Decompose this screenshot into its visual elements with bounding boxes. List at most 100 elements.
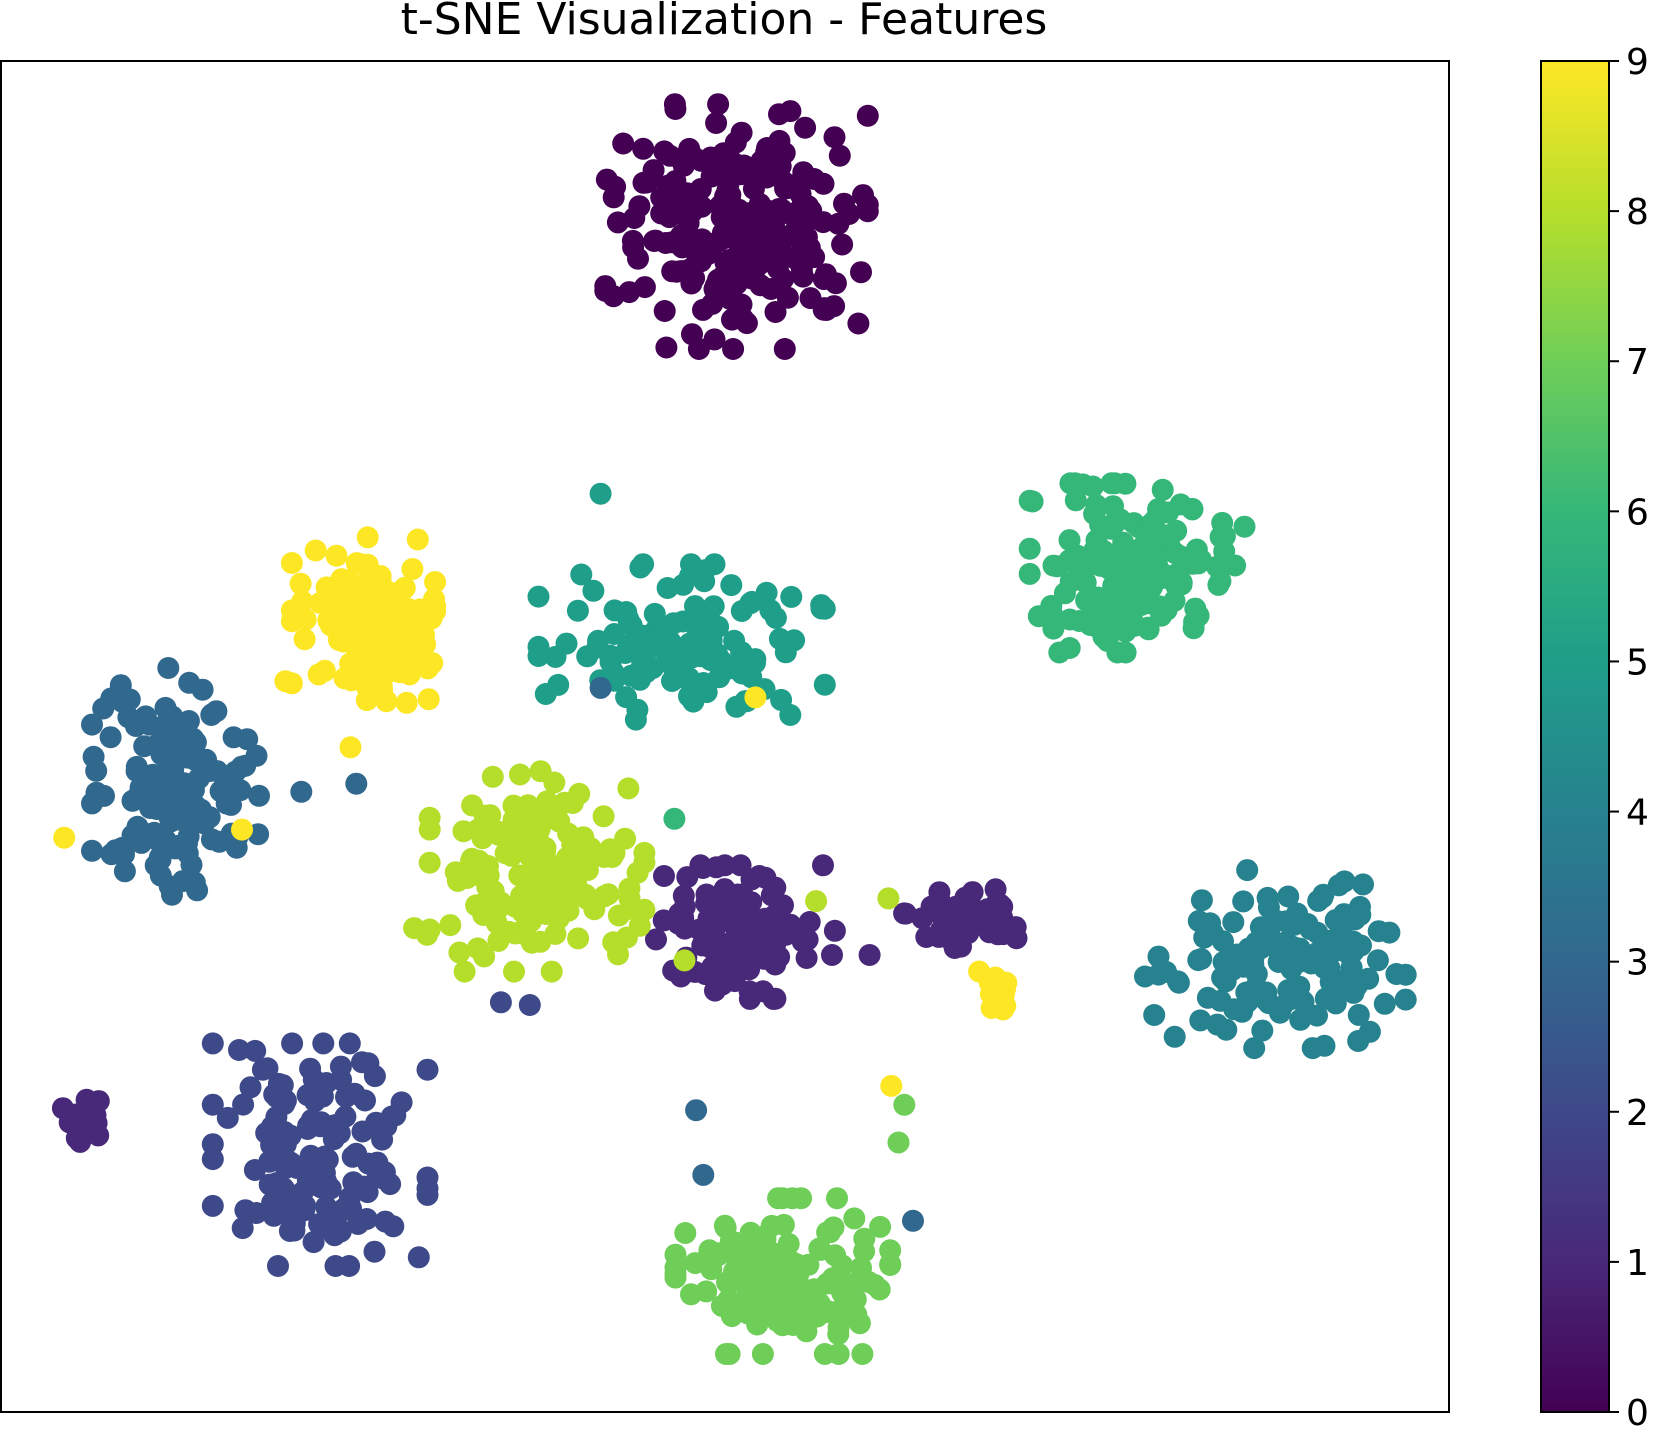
scatter-point-class-5 bbox=[629, 556, 652, 579]
scatter-point-class-2 bbox=[351, 1051, 373, 1074]
scatter-point-class-0 bbox=[655, 336, 678, 359]
colorbar bbox=[1540, 60, 1610, 1413]
scatter-point-class-2 bbox=[416, 1058, 439, 1081]
scatter-point-class-2 bbox=[201, 1194, 224, 1217]
scatter-point-class-9 bbox=[356, 526, 379, 549]
scatter-point-class-0 bbox=[763, 244, 786, 267]
scatter-point-class-5 bbox=[527, 585, 550, 608]
scatter-point-class-5 bbox=[576, 645, 599, 668]
scatter-point-class-8 bbox=[465, 894, 488, 917]
scatter-point-class-9 bbox=[280, 552, 303, 574]
scatter-point-class-3 bbox=[92, 697, 115, 720]
scatter-point-class-0 bbox=[794, 116, 817, 139]
scatter-point-class-2 bbox=[363, 1240, 386, 1263]
scatter-point-class-4 bbox=[1147, 945, 1170, 968]
scatter-point-class-9 bbox=[336, 624, 359, 647]
scatter-point-class-4 bbox=[1349, 903, 1372, 926]
scatter-point-class-0 bbox=[764, 301, 787, 323]
scatter-point-class-0 bbox=[856, 200, 879, 223]
scatter-point-class-3 bbox=[290, 780, 313, 803]
scatter-point-class-0 bbox=[772, 171, 795, 194]
scatter-point-class-5 bbox=[708, 666, 731, 689]
scatter-point-class-3 bbox=[157, 657, 180, 679]
scatter-point-class-1 bbox=[746, 920, 768, 943]
scatter-point-class-5 bbox=[720, 574, 743, 597]
scatter-point-class-0 bbox=[734, 252, 757, 274]
scatter-point-class-7 bbox=[802, 1280, 824, 1303]
scatter-point-class-3 bbox=[161, 883, 183, 906]
scatter-point-class-0 bbox=[856, 104, 879, 127]
scatter-point-class-8 bbox=[446, 869, 469, 892]
scatter-point-class-8 bbox=[461, 794, 484, 817]
colorbar-tick-label: 5 bbox=[1626, 642, 1649, 683]
scatter-point-class-0 bbox=[692, 298, 714, 321]
scatter-point-class-7 bbox=[757, 1251, 780, 1273]
scatter-point-class-9 bbox=[337, 569, 360, 592]
scatter-point-class-7 bbox=[707, 1242, 730, 1265]
scatter-point-class-6 bbox=[1111, 577, 1134, 600]
scatter-point-class-7 bbox=[747, 1308, 770, 1331]
scatter-point-class-6 bbox=[1018, 537, 1041, 560]
scatter-point-class-7 bbox=[887, 1131, 910, 1154]
scatter-point-class-2 bbox=[267, 1255, 289, 1277]
scatter-points bbox=[51, 93, 1417, 1365]
scatter-point-class-3 bbox=[162, 804, 185, 827]
scatter-point-class-0 bbox=[735, 312, 758, 335]
scatter-point-class-2 bbox=[201, 1032, 224, 1055]
scatter-point-class-4 bbox=[1306, 1004, 1328, 1027]
scatter-point-class-4 bbox=[1256, 886, 1279, 909]
scatter-point-class-1 bbox=[734, 952, 757, 975]
scatter-point-class-8 bbox=[416, 923, 439, 946]
scatter-point-class-9 bbox=[293, 628, 316, 651]
scatter-point-class-2 bbox=[338, 1032, 361, 1055]
scatter-point-class-0 bbox=[790, 254, 812, 277]
scatter-point-class-3 bbox=[209, 780, 232, 803]
scatter-point-class-8 bbox=[537, 797, 560, 820]
scatter-point-class-6 bbox=[1058, 637, 1081, 659]
scatter-point-class-1 bbox=[774, 923, 797, 946]
scatter-point-class-4 bbox=[1212, 930, 1234, 953]
scatter-point-class-9 bbox=[424, 571, 447, 593]
scatter-point-class-5 bbox=[699, 649, 722, 672]
scatter-point-class-8 bbox=[617, 777, 640, 800]
scatter-point-class-6 bbox=[1184, 597, 1207, 620]
scatter-point-class-7 bbox=[893, 1093, 916, 1116]
scatter-point-class-0 bbox=[705, 112, 728, 134]
colorbar-tick-label: 8 bbox=[1626, 192, 1649, 233]
scatter-point-class-0 bbox=[722, 338, 745, 360]
scatter-point-class-1 bbox=[821, 944, 843, 966]
scatter-point-class-2 bbox=[243, 1159, 266, 1181]
scatter-point-class-8 bbox=[592, 805, 615, 828]
scatter-point-class-0 bbox=[774, 225, 797, 248]
scatter-point-class-0 bbox=[730, 293, 753, 316]
scatter-point-class-0 bbox=[681, 323, 703, 346]
scatter-point-class-3 bbox=[156, 711, 178, 734]
scatter-point-class-7 bbox=[786, 1255, 808, 1278]
scatter-point-class-1 bbox=[653, 865, 675, 887]
scatter-point-class-3 bbox=[121, 824, 144, 847]
scatter-point-class-3 bbox=[182, 727, 205, 750]
scatter-point-class-4 bbox=[1232, 955, 1255, 978]
scatter-point-class-5 bbox=[730, 600, 753, 622]
scatter-point-class-2 bbox=[334, 1105, 357, 1128]
scatter-point-class-7 bbox=[664, 1266, 687, 1289]
scatter-point-class-0 bbox=[644, 229, 667, 252]
scatter-point-class-7 bbox=[768, 1287, 791, 1309]
scatter-point-class-5 bbox=[810, 594, 833, 617]
scatter-point-class-2 bbox=[303, 1090, 326, 1113]
scatter-point-class-1 bbox=[764, 876, 787, 899]
scatter-point-class-3 bbox=[178, 671, 201, 694]
scatter-point-class-0 bbox=[776, 286, 799, 309]
scatter-point-class-3 bbox=[124, 715, 147, 737]
scatter-point-class-1 bbox=[713, 965, 736, 988]
scatter-point-class-2 bbox=[281, 1032, 304, 1055]
scatter-point-class-0 bbox=[612, 132, 635, 155]
scatter-point-class-5 bbox=[615, 686, 638, 709]
scatter-point-class-8 bbox=[487, 929, 510, 952]
scatter-point-class-9 bbox=[994, 994, 1017, 1017]
scatter-point-class-5 bbox=[570, 563, 593, 586]
scatter-point-class-6 bbox=[1154, 524, 1177, 547]
scatter-point-class-9 bbox=[339, 736, 362, 759]
scatter-point-class-0 bbox=[812, 298, 835, 321]
